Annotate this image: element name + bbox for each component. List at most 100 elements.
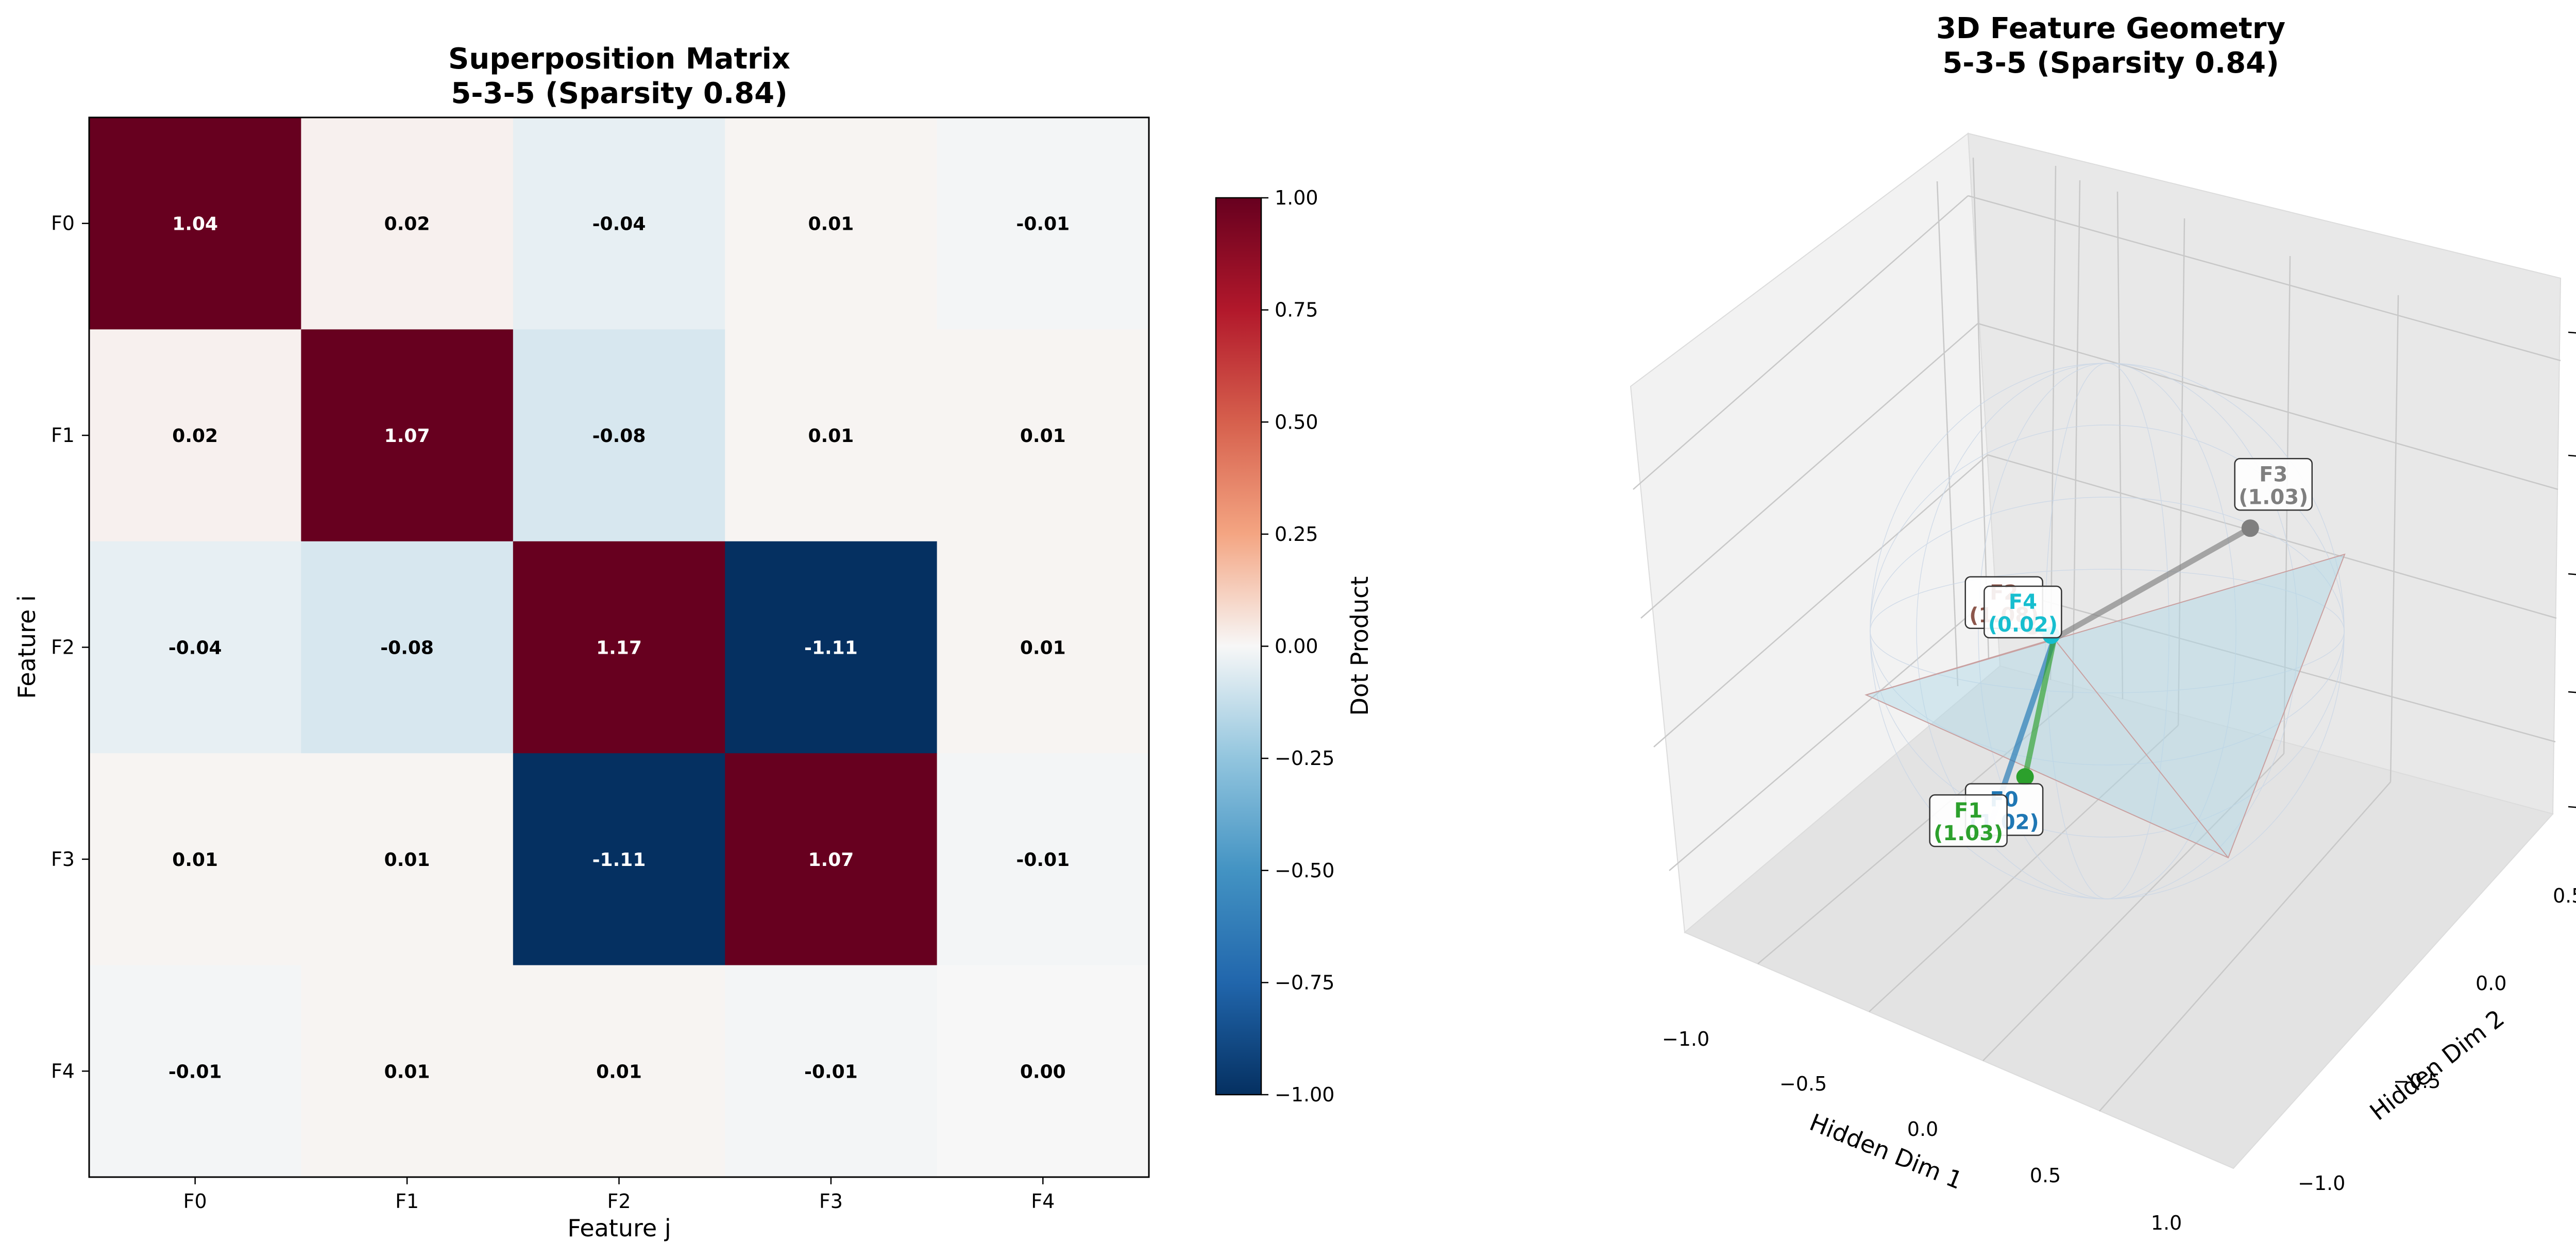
cell-value-label: 0.01 <box>172 849 218 871</box>
x-tick-label: F3 <box>819 1190 843 1213</box>
colorbar-tick-label: −0.75 <box>1275 971 1334 994</box>
colorbar-ticks: 1.00 0.75 0.50 0.25 0.00 −0.25 −0.50 −0.75 −1.00 <box>1261 186 1334 1106</box>
y-tick: −1.0 <box>2298 1172 2345 1195</box>
cell-value-label: 0.00 <box>1020 1061 1066 1082</box>
heatmap-cell <box>513 965 725 1178</box>
heatmap-xlabel: Feature j <box>567 1214 671 1242</box>
heatmap-cell <box>725 965 938 1178</box>
heatmap-cell <box>725 329 938 542</box>
colorbar-tick-label: 1.00 <box>1275 186 1318 209</box>
colorbar-tick-label: 0.00 <box>1275 635 1318 658</box>
floor-pane <box>1684 665 2554 1169</box>
heatmap-title-line1: Superposition Matrix <box>448 42 790 76</box>
cell-value-label: -0.04 <box>592 214 646 235</box>
point-F1 <box>2016 768 2034 786</box>
heatmap-cell <box>937 753 1149 966</box>
cell-value-label: -0.04 <box>168 638 222 659</box>
cell-value-label: 0.01 <box>1020 426 1066 447</box>
label-name-F3: F3 <box>2259 463 2287 486</box>
colorbar-tick-label: 0.75 <box>1275 299 1318 321</box>
y-axis-ticks: −1.0 −0.5 0.0 0.5 1.0 <box>2298 884 2576 1195</box>
cell-value-label: -1.11 <box>804 638 858 659</box>
heatmap-cell <box>937 965 1149 1178</box>
heatmap-cells: 1.04 0.02 -0.04 0.01 -0.01 0.02 1.07 -0.08 0.01 0… <box>89 117 1149 1178</box>
label-box-F4 <box>1984 585 2062 639</box>
heatmap-cell <box>937 541 1149 754</box>
heatmap-cell <box>89 329 301 542</box>
heatmap-cell <box>301 965 514 1178</box>
cell-value-label: 1.07 <box>808 849 854 871</box>
y-tick: −0.5 <box>2393 1070 2441 1093</box>
cell-value-label: -0.01 <box>168 1061 222 1082</box>
heatmap-cell <box>513 117 725 330</box>
colorbar-tick-label: −0.25 <box>1275 747 1334 770</box>
y-tick-label: F4 <box>51 1060 75 1082</box>
heatmap-cell <box>513 541 725 754</box>
x-tick: 0.5 <box>2030 1164 2061 1187</box>
label-box-F3 <box>2234 458 2313 511</box>
colorbar-tick-label: 0.50 <box>1275 411 1318 433</box>
cell-value-label: 0.01 <box>384 1061 430 1082</box>
label-norm-F4: (0.02) <box>1988 613 2058 637</box>
heatmap-cell <box>89 117 301 330</box>
cell-value-label: -0.01 <box>1016 849 1070 871</box>
colorbar-tick-label: −1.00 <box>1275 1083 1334 1106</box>
x-tick: −0.5 <box>1780 1073 1827 1095</box>
point-F3 <box>2241 519 2259 537</box>
x-tick-label: F0 <box>183 1190 207 1213</box>
cell-value-label: 0.01 <box>384 849 430 871</box>
heatmap-cell <box>89 753 301 966</box>
x-tick-label: F4 <box>1031 1190 1055 1213</box>
y-tick-label: F1 <box>51 424 75 447</box>
heatmap-panel: Superposition Matrix 5-3-5 (Sparsity 0.8… <box>13 42 1374 1242</box>
heatmap-cell <box>725 117 938 330</box>
label-norm-F3: (1.03) <box>2239 485 2308 509</box>
heatmap-cell <box>301 117 514 330</box>
cell-value-label: -0.01 <box>1016 214 1070 235</box>
cell-value-label: -0.08 <box>380 638 434 659</box>
label-name-F1: F1 <box>1954 799 1982 823</box>
cell-value-label: 0.01 <box>808 426 854 447</box>
heatmap-cell <box>301 753 514 966</box>
heatmap-cell <box>89 541 301 754</box>
y-tick-label: F2 <box>51 636 75 659</box>
y-tick-label: F3 <box>51 848 75 871</box>
cell-value-label: 0.02 <box>172 426 218 447</box>
vector-F3 <box>2051 525 2253 642</box>
heatmap-cell <box>513 329 725 542</box>
geometry-panel: 3D Feature Geometry 5-3-5 (Sparsity 0.84… <box>1630 12 2576 1234</box>
label-norm-F1: (1.03) <box>1934 822 2003 845</box>
cell-value-label: 1.17 <box>596 638 642 659</box>
colorbar-tick-label: −0.50 <box>1275 859 1334 882</box>
label-name-F4: F4 <box>2009 590 2037 614</box>
cell-value-label: -1.11 <box>592 849 646 871</box>
label-box-F1 <box>1929 794 2008 847</box>
cell-value-label: 1.04 <box>172 214 218 235</box>
heatmap-cell <box>937 117 1149 330</box>
colorbar-tick-label: 0.25 <box>1275 523 1318 546</box>
y-tick: 0.0 <box>2476 972 2506 995</box>
cell-value-label: 0.01 <box>596 1061 642 1082</box>
x-tick-label: F2 <box>607 1190 631 1213</box>
x-axis-ticks: −1.0 −0.5 0.0 0.5 1.0 <box>1662 1028 2182 1234</box>
x-tick-label: F1 <box>395 1190 419 1213</box>
y-tick: 0.5 <box>2553 884 2576 907</box>
cell-value-label: 0.01 <box>1020 638 1066 659</box>
y-tick-label: F0 <box>51 212 75 235</box>
cell-value-label: -0.08 <box>592 426 646 447</box>
heatmap-cell <box>937 329 1149 542</box>
vector-F1 <box>2022 636 2057 780</box>
heatmap-cell <box>725 753 938 966</box>
geometry-title-line2: 5-3-5 (Sparsity 0.84) <box>1942 46 2279 80</box>
heatmap-cell <box>89 965 301 1178</box>
heatmap-cell <box>301 541 514 754</box>
heatmap-ylabel: Feature i <box>13 595 41 699</box>
y-axis-label: Hidden Dim 2 <box>2365 1004 2510 1126</box>
heatmap-cell <box>301 329 514 542</box>
heatmap-title-line2: 5-3-5 (Sparsity 0.84) <box>451 77 787 110</box>
x-tick: 0.0 <box>1907 1118 1938 1141</box>
heatmap-cell <box>725 541 938 754</box>
colorbar-label: Dot Product <box>1346 576 1374 716</box>
geometry-title-line1: 3D Feature Geometry <box>1936 12 2285 45</box>
feature-polytope <box>1865 553 2346 859</box>
